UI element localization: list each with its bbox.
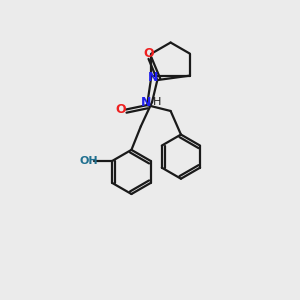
Text: N: N [148,70,158,84]
Text: O: O [116,103,126,116]
Text: OH: OH [80,156,98,166]
Text: H: H [153,97,161,106]
Text: O: O [143,47,154,60]
Text: N: N [140,96,151,109]
